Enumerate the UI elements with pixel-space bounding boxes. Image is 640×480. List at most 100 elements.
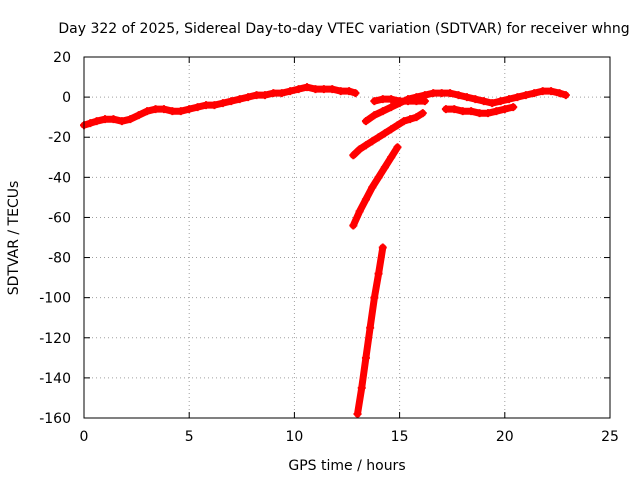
data-point xyxy=(345,87,354,96)
data-point xyxy=(555,89,564,98)
data-point xyxy=(467,107,476,116)
x-tick-label: 25 xyxy=(601,429,619,445)
x-tick-label: 15 xyxy=(391,429,409,445)
chart-title: Day 322 of 2025, Sidereal Day-to-day VTE… xyxy=(58,21,629,37)
data-point xyxy=(235,95,244,104)
data-point xyxy=(492,107,501,116)
data-point xyxy=(496,97,505,106)
data-point xyxy=(260,91,269,100)
data-point xyxy=(475,109,484,118)
data-point xyxy=(479,97,488,106)
data-point xyxy=(483,109,492,118)
data-point xyxy=(366,323,375,332)
data-point xyxy=(406,115,415,124)
data-series xyxy=(441,103,518,118)
data-point xyxy=(370,97,379,106)
data-point xyxy=(357,383,366,392)
data-point xyxy=(143,107,152,116)
data-point xyxy=(185,105,194,114)
data-point xyxy=(349,151,358,160)
series-band xyxy=(80,83,359,129)
data-point xyxy=(412,97,421,106)
data-point xyxy=(418,109,427,118)
data-point xyxy=(351,89,360,98)
data-point xyxy=(429,89,438,98)
data-point xyxy=(370,293,379,302)
series-band xyxy=(362,87,570,125)
data-point xyxy=(368,183,377,192)
data-point xyxy=(513,93,522,102)
y-tick-label: 20 xyxy=(53,50,71,66)
data-point xyxy=(92,117,101,126)
data-point xyxy=(193,103,202,112)
data-point xyxy=(151,105,160,114)
x-axis-title: GPS time / hours xyxy=(288,458,405,474)
data-point xyxy=(370,111,379,120)
data-series xyxy=(370,95,429,106)
data-point xyxy=(393,121,402,130)
data-point xyxy=(437,89,446,98)
data-point xyxy=(393,143,402,152)
data-point xyxy=(530,89,539,98)
data-point xyxy=(521,91,530,100)
data-series xyxy=(361,87,570,126)
data-point xyxy=(561,91,570,100)
data-point xyxy=(294,85,303,94)
series-band xyxy=(349,143,401,229)
data-point xyxy=(218,99,227,108)
data-point xyxy=(361,141,370,150)
data-point xyxy=(399,117,408,126)
y-tick-label: -40 xyxy=(48,170,71,186)
data-point xyxy=(202,101,211,110)
data-point xyxy=(458,107,467,116)
data-point xyxy=(269,89,278,98)
data-point xyxy=(328,85,337,94)
data-point xyxy=(395,97,404,106)
data-point xyxy=(101,115,110,124)
data-point xyxy=(509,103,518,112)
data-point xyxy=(462,93,471,102)
y-tick-label: 0 xyxy=(62,90,71,106)
data-point xyxy=(134,111,143,120)
data-point xyxy=(126,115,135,124)
data-point xyxy=(412,113,421,122)
data-point xyxy=(378,243,387,252)
data-point xyxy=(159,105,168,114)
data-point xyxy=(303,83,312,92)
x-tick-label: 10 xyxy=(285,429,303,445)
data-point xyxy=(387,103,396,112)
data-point xyxy=(355,145,364,154)
data-point xyxy=(355,207,364,216)
data-point xyxy=(86,119,95,128)
data-point xyxy=(380,129,389,138)
data-point xyxy=(210,101,219,110)
y-tick-label: -120 xyxy=(39,331,71,347)
y-tick-label: -140 xyxy=(39,371,71,387)
data-point xyxy=(505,95,514,104)
data-point xyxy=(404,97,413,106)
data-point xyxy=(454,91,463,100)
data-point xyxy=(361,195,370,204)
data-point xyxy=(387,95,396,104)
data-point xyxy=(450,105,459,114)
plot-frame xyxy=(83,56,611,419)
data-series xyxy=(349,143,402,230)
data-point xyxy=(538,87,547,96)
data-point xyxy=(441,105,450,114)
data-point xyxy=(387,153,396,162)
data-point xyxy=(378,95,387,104)
data-point xyxy=(361,117,370,126)
y-tick-label: -100 xyxy=(39,291,71,307)
data-point xyxy=(336,87,345,96)
data-series xyxy=(349,109,427,160)
data-point xyxy=(176,107,185,116)
y-tick-label: -20 xyxy=(48,130,71,146)
data-point xyxy=(277,89,286,98)
data-point xyxy=(109,115,118,124)
x-tick-label: 0 xyxy=(80,429,89,445)
data-point xyxy=(349,221,358,230)
x-tick-label: 5 xyxy=(185,429,194,445)
data-point xyxy=(387,125,396,134)
data-point xyxy=(244,93,253,102)
